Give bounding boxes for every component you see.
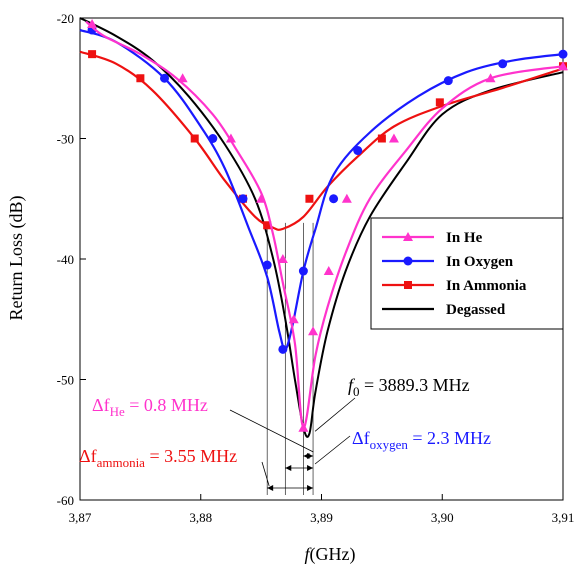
data-point (308, 326, 319, 336)
data-point (262, 260, 272, 270)
legend-marker (403, 232, 413, 241)
legend-label: Degassed (446, 302, 506, 318)
data-point (298, 422, 309, 432)
data-point (435, 98, 444, 107)
axis-ticks: -60 -50 -40 -30 -20 3,87 3,88 3,89 3,90 3,91 (57, 11, 575, 525)
y-axis-label: Return Loss (dB) (6, 196, 27, 321)
data-point (305, 194, 314, 203)
data-point (256, 193, 267, 203)
series-in-he (85, 19, 568, 432)
y-tick-label: -60 (57, 493, 74, 508)
legend-marker (403, 256, 413, 266)
leader-df-he (229, 409, 314, 453)
arrow-df-ammonia (267, 485, 314, 491)
arrow-df-he (303, 453, 314, 459)
data-point (225, 133, 236, 143)
leader-df-ammonia (261, 461, 270, 487)
legend-item: In He (382, 230, 483, 246)
data-point (278, 344, 288, 354)
annotation-f0: f0 = 3889.3 MHz (348, 375, 470, 399)
annotation-df-he: ΔfHe = 0.8 MHz (92, 395, 208, 419)
x-axis-label: f(GHz) (305, 544, 356, 565)
y-tick-label: -30 (57, 132, 74, 147)
annotation-leaders (229, 397, 356, 491)
series-line (79, 50, 564, 231)
x-tick-label: 3,91 (552, 510, 575, 525)
leader-df-oxygen (314, 435, 351, 465)
data-point (160, 73, 170, 83)
data-point (288, 314, 299, 324)
data-point (341, 193, 352, 203)
legend-label: In Ammonia (446, 278, 527, 294)
data-point (443, 76, 453, 86)
data-point (177, 73, 188, 83)
x-tick-label: 3,87 (69, 510, 92, 525)
data-point (88, 50, 97, 59)
legend-item: In Oxygen (382, 254, 514, 270)
x-tick-label: 3,90 (431, 510, 454, 525)
series-line (79, 28, 564, 351)
legend-marker (404, 281, 412, 289)
legend-label: In He (446, 230, 483, 246)
arrow-df-oxygen (285, 465, 314, 471)
data-point (87, 19, 98, 29)
y-tick-label: -50 (57, 373, 74, 388)
data-point (238, 194, 248, 204)
data-point (388, 133, 399, 143)
annotation-df-oxygen: Δfoxygen = 2.3 MHz (352, 428, 491, 452)
data-point (329, 194, 339, 204)
legend-item: Degassed (382, 302, 506, 318)
data-point (298, 266, 308, 276)
leader-f0 (314, 397, 356, 432)
data-point (277, 254, 288, 263)
data-point (498, 59, 508, 69)
series-layer (79, 17, 568, 438)
x-tick-label: 3,89 (310, 510, 333, 525)
data-point (353, 146, 363, 156)
x-axis-var: f (305, 544, 313, 564)
data-point (263, 221, 272, 230)
annotation-df-ammonia: Δfammonia = 3.55 MHz (79, 446, 237, 470)
y-tick-label: -20 (57, 11, 74, 26)
data-point (558, 61, 568, 71)
data-point (485, 73, 496, 83)
series-in-oxygen (79, 25, 568, 354)
data-point (558, 49, 568, 59)
x-axis-unit: (GHz) (310, 544, 356, 565)
x-tick-label: 3,88 (189, 510, 212, 525)
data-point (208, 134, 218, 143)
data-point (190, 134, 199, 143)
legend-item: In Ammonia (382, 278, 527, 294)
data-point (377, 134, 386, 143)
y-tick-label: -40 (57, 252, 74, 267)
legend: In He In Oxygen In Ammonia Degassed (370, 217, 564, 330)
legend-label: In Oxygen (446, 254, 514, 270)
data-point (136, 74, 145, 83)
series-line (85, 20, 564, 429)
data-point (323, 266, 334, 276)
